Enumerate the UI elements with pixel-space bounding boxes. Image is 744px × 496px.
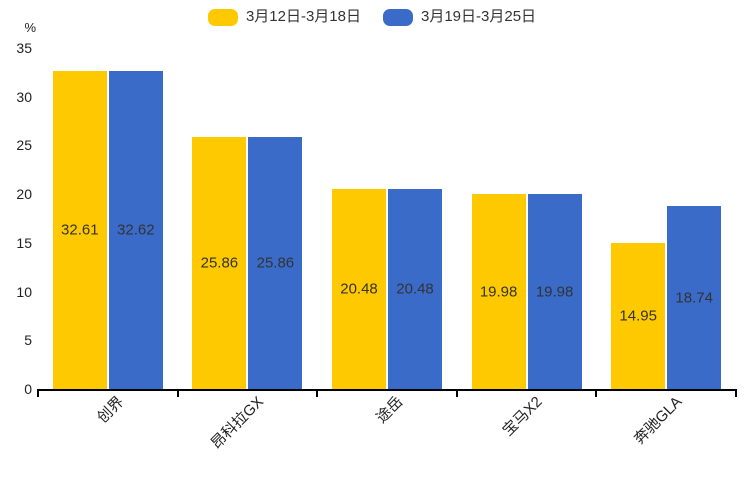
legend-label-week2: 3月19日-3月25日 xyxy=(421,8,537,25)
bar-week1[interactable]: 32.61 xyxy=(52,71,107,389)
legend-item-week1[interactable]: 3月12日-3月18日 xyxy=(207,7,361,27)
x-axis-tick xyxy=(455,389,458,397)
bar-value-label: 32.62 xyxy=(117,221,155,239)
bar-value-label: 25.86 xyxy=(256,254,295,272)
category-label: 奔驰GLA xyxy=(631,393,686,448)
bar-value-label: 18.74 xyxy=(675,289,713,307)
legend-label-week1: 3月12日-3月18日 xyxy=(245,8,361,25)
y-axis-tick-label: 30 xyxy=(16,88,32,105)
category-label: 宝马X2 xyxy=(499,393,546,440)
bar-week1[interactable]: 25.86 xyxy=(192,137,247,389)
legend-swatch-week1-icon xyxy=(207,8,238,26)
y-axis-tick-label: 15 xyxy=(16,234,32,251)
x-axis-tick xyxy=(176,389,179,397)
bar-value-label: 20.48 xyxy=(396,280,434,298)
bar-week1[interactable]: 20.48 xyxy=(332,189,386,389)
x-axis-tick xyxy=(37,389,39,397)
bar-value-label: 14.95 xyxy=(619,307,657,325)
bar-value-label: 19.98 xyxy=(535,283,574,301)
y-axis-tick-label: 25 xyxy=(16,137,32,154)
category-label: 途岳 xyxy=(373,393,407,427)
legend: 3月12日-3月18日 3月19日-3月25日 xyxy=(0,7,744,27)
legend-item-week2[interactable]: 3月19日-3月25日 xyxy=(383,7,536,27)
y-axis-tick-label: 5 xyxy=(24,332,32,349)
x-axis-tick xyxy=(735,389,737,397)
x-axis-line xyxy=(37,389,737,391)
y-axis-tick-label: 10 xyxy=(16,283,32,300)
bar-week2[interactable]: 18.74 xyxy=(667,206,722,389)
x-axis-tick xyxy=(595,389,598,397)
category-label: 创界 xyxy=(93,393,128,427)
bar-week2[interactable]: 32.62 xyxy=(108,71,163,389)
bar-value-label: 32.61 xyxy=(61,221,99,239)
bar-value-label: 25.86 xyxy=(200,254,239,272)
category-label: 昂科拉GX xyxy=(207,393,267,453)
bar-week1[interactable]: 14.95 xyxy=(611,243,666,389)
y-axis-unit-label: % xyxy=(24,20,36,35)
bar-week1[interactable]: 19.98 xyxy=(471,194,526,389)
plot-area: 32.61 32.62 25.86 25.86 20.48 20.48 19.98 19.98… xyxy=(38,48,736,389)
x-axis-tick xyxy=(316,389,319,397)
y-axis-tick-label: 20 xyxy=(16,186,32,203)
y-axis-tick-label: 35 xyxy=(16,40,32,56)
bar-value-label: 20.48 xyxy=(340,280,378,298)
bar-week2[interactable]: 19.98 xyxy=(527,194,582,389)
bar-week2[interactable]: 20.48 xyxy=(388,189,442,389)
bar-value-label: 19.98 xyxy=(479,283,518,301)
legend-swatch-week2-icon xyxy=(383,8,413,26)
bar-week2[interactable]: 25.86 xyxy=(248,137,303,389)
y-axis-tick-label: 0 xyxy=(24,381,32,397)
